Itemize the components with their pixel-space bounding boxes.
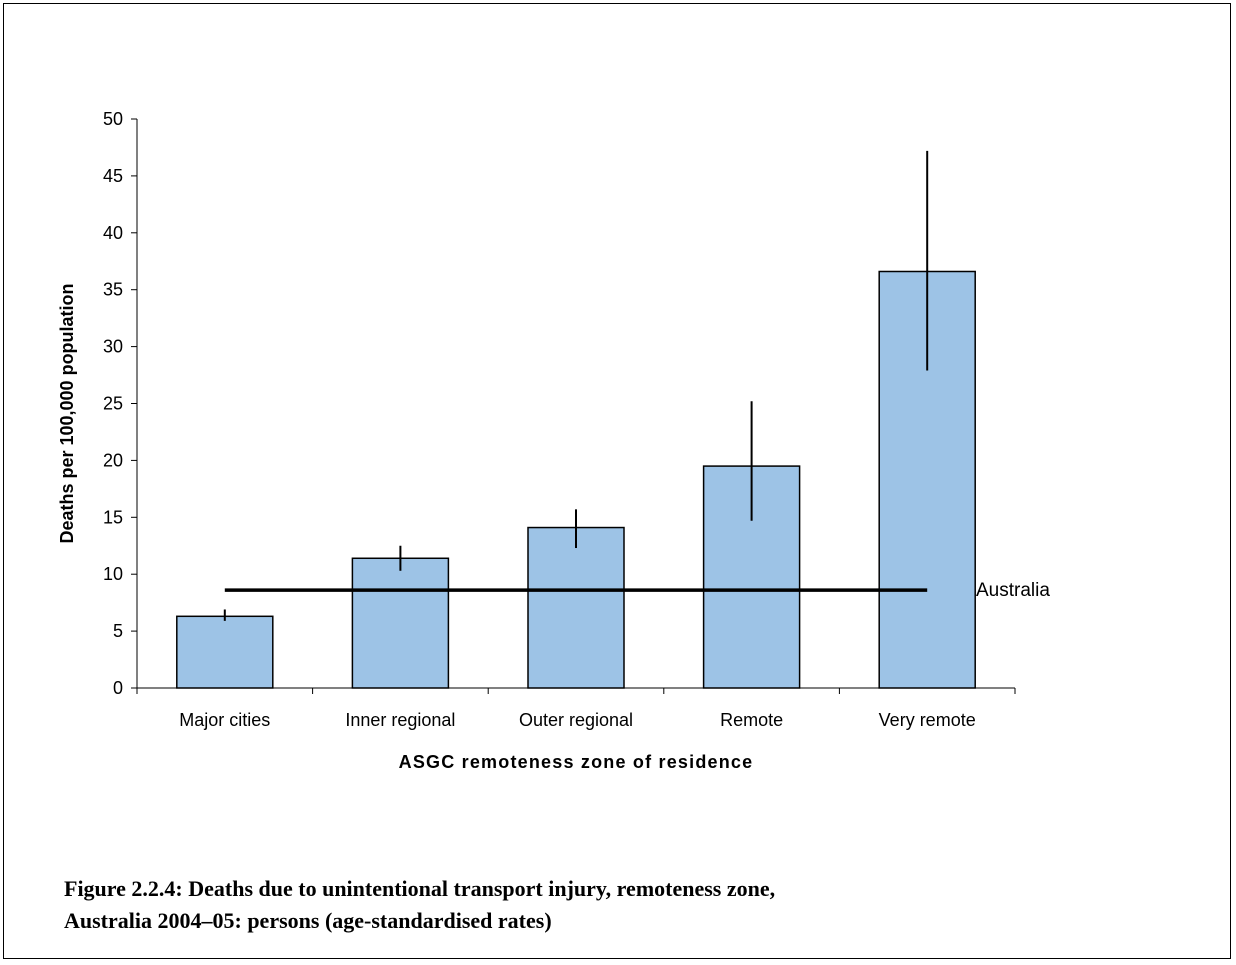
y-tick-label: 35 — [103, 280, 123, 300]
caption-line-1: Figure 2.2.4: Deaths due to unintentiona… — [64, 876, 776, 901]
x-axis-title: ASGC remoteness zone of residence — [399, 752, 754, 772]
x-axis-labels: Major cities Inner regional Outer regional… — [179, 710, 975, 730]
y-tick-label: 30 — [103, 337, 123, 357]
y-tick-label: 15 — [103, 507, 123, 527]
y-tick-label: 25 — [103, 394, 123, 414]
x-axis-ticks — [136, 688, 1016, 694]
x-category-label: Outer regional — [519, 710, 633, 730]
error-bars — [223, 150, 929, 621]
x-category-label: Major cities — [179, 710, 270, 730]
y-axis-ticks: 0 5 10 15 20 25 30 35 40 45 50 — [103, 109, 137, 698]
y-tick-label: 10 — [103, 564, 123, 584]
x-category-label: Remote — [720, 710, 783, 730]
x-category-label: Very remote — [879, 710, 976, 730]
australia-reference-label: Australia — [976, 580, 1050, 601]
y-tick-label: 5 — [113, 621, 123, 641]
caption-line-2: Australia 2004–05: persons (age-standard… — [64, 908, 552, 933]
y-tick-label: 20 — [103, 450, 123, 470]
y-tick-label: 0 — [113, 678, 123, 698]
x-category-label: Inner regional — [345, 710, 455, 730]
y-tick-label: 40 — [103, 223, 123, 243]
figure-frame — [3, 3, 1231, 959]
bar-inner-regional — [351, 557, 450, 689]
y-tick-label: 45 — [103, 166, 123, 186]
bars — [176, 270, 976, 689]
y-axis-title: Deaths per 100,000 population — [57, 283, 77, 543]
bar-major-cities — [176, 615, 274, 689]
figure-caption: Figure 2.2.4: Deaths due to unintentiona… — [64, 873, 1164, 937]
y-tick-label: 50 — [103, 109, 123, 129]
bar-outer-regional — [527, 526, 625, 689]
